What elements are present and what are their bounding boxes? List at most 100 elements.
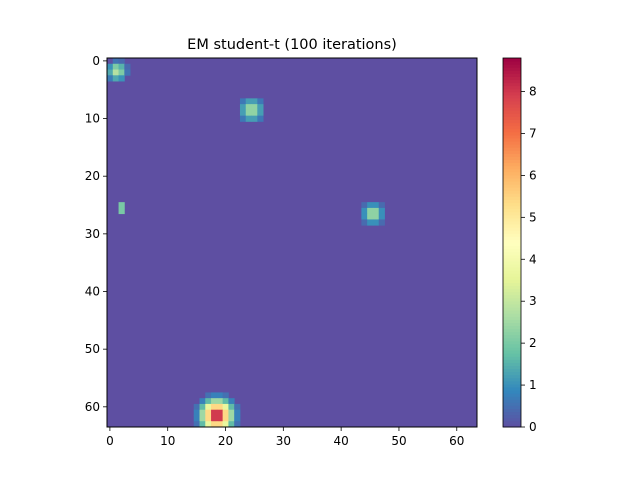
colorbar-segment [503, 365, 521, 370]
colorbar-segment [503, 67, 521, 71]
colorbar-segment [503, 347, 521, 351]
colorbar-segment [503, 199, 521, 204]
heatmap-cell [245, 115, 252, 122]
heatmap-cells [107, 58, 477, 428]
heatmap-cell [367, 213, 374, 220]
colorbar-segment [503, 150, 521, 154]
colorbar-segment [503, 396, 521, 400]
colorbar-segment [503, 273, 521, 277]
colorbar-segment [503, 417, 521, 422]
x-tick-label: 0 [106, 434, 114, 448]
colorbar-segment [503, 230, 521, 234]
colorbar-segment [503, 73, 521, 77]
colorbar-segment [503, 248, 521, 253]
colorbar-segment [503, 399, 521, 403]
colorbar-segment [503, 137, 521, 142]
colorbar-segment [503, 242, 521, 247]
heatmap-cell [205, 392, 212, 399]
colorbar-segment [503, 196, 521, 200]
colorbar-segment [503, 294, 521, 299]
heatmap-cell [222, 421, 229, 428]
heatmap-cell [205, 415, 212, 422]
heatmap-cell [251, 104, 258, 111]
colorbar-segment [503, 260, 521, 265]
colorbar-frame [502, 57, 522, 428]
heatmap-cell [199, 421, 206, 428]
heatmap-cell [124, 69, 131, 76]
heatmap-cell [118, 69, 125, 76]
colorbar-tick-label: 6 [529, 168, 537, 182]
heatmap-cell [118, 75, 125, 82]
colorbar-segment [503, 202, 521, 207]
colorbar-segment [503, 383, 521, 388]
heatmap-cell [378, 219, 385, 226]
heatmap-cell [245, 109, 252, 117]
colorbar-segment [503, 337, 521, 342]
colorbar-segment [503, 224, 521, 228]
heatmap-cell [222, 392, 229, 399]
colorbar-segment [503, 107, 521, 111]
heatmap-cell [228, 403, 235, 411]
heatmap-cell [378, 202, 385, 209]
colorbar-segment [503, 217, 521, 222]
heatmap-cell [199, 398, 206, 405]
colorbar-segment [503, 334, 521, 339]
colorbar-segment [503, 220, 521, 225]
heatmap-cell [118, 202, 125, 209]
y-tick-label: 50 [85, 342, 100, 356]
colorbar-segment [503, 147, 521, 151]
heatmap-cell [216, 392, 224, 399]
colorbar-segment [503, 310, 521, 314]
colorbar-segment [503, 340, 521, 345]
y-tick-label: 40 [85, 285, 100, 299]
colorbar-segment [503, 101, 521, 105]
x-tick-label: 50 [391, 434, 406, 448]
colorbar-tick-label: 8 [529, 85, 537, 99]
heatmap-cell [372, 202, 380, 209]
colorbar-segment [503, 211, 521, 216]
heatmap-cell [118, 58, 125, 65]
colorbar-segment [503, 257, 521, 262]
heatmap-cell [245, 104, 252, 111]
x-tick-label: 30 [276, 434, 291, 448]
colorbar: 0 1 2 3 4 5 6 7 8 [502, 57, 537, 434]
colorbar-segment [503, 113, 521, 117]
colorbar-tick-label: 5 [529, 210, 537, 224]
x-tick-label: 10 [160, 434, 175, 448]
heatmap-cell [124, 63, 131, 70]
colorbar-segment [503, 187, 521, 191]
heatmap-cell [257, 98, 264, 105]
colorbar-segment [503, 307, 521, 311]
colorbar-segment [503, 239, 521, 244]
heatmap-cell [239, 104, 247, 111]
heatmap-cell [234, 415, 241, 422]
colorbar-segment [503, 181, 521, 185]
colorbar-segment [503, 343, 521, 348]
colorbar-segment [503, 125, 521, 130]
colorbar-segment [503, 245, 521, 250]
heatmap-cell [251, 98, 258, 105]
colorbar-segment [503, 316, 521, 320]
heatmap-cell [222, 409, 229, 416]
colorbar-segment [503, 177, 521, 182]
heatmap-cell [107, 63, 114, 70]
heatmap-cell [211, 392, 218, 399]
colorbar-segment [503, 94, 521, 99]
colorbar-segment [503, 76, 521, 81]
chart-title: EM student-t (100 iterations) [187, 37, 397, 53]
colorbar-segment [503, 279, 521, 283]
heatmap-cell [205, 421, 212, 428]
colorbar-segment [503, 128, 521, 133]
heatmap-cell [361, 213, 368, 220]
heatmap-cell [112, 58, 119, 65]
heatmap-cell [216, 415, 224, 422]
heatmap-cell [228, 398, 235, 405]
colorbar-segment [503, 297, 521, 302]
colorbar-segment [503, 104, 521, 108]
heatmap-cell [251, 115, 258, 122]
colorbar-segment [503, 390, 521, 394]
colorbar-segment [503, 380, 521, 385]
heatmap-cell [367, 207, 374, 215]
colorbar-segment [503, 291, 521, 296]
x-tick-label: 20 [218, 434, 233, 448]
